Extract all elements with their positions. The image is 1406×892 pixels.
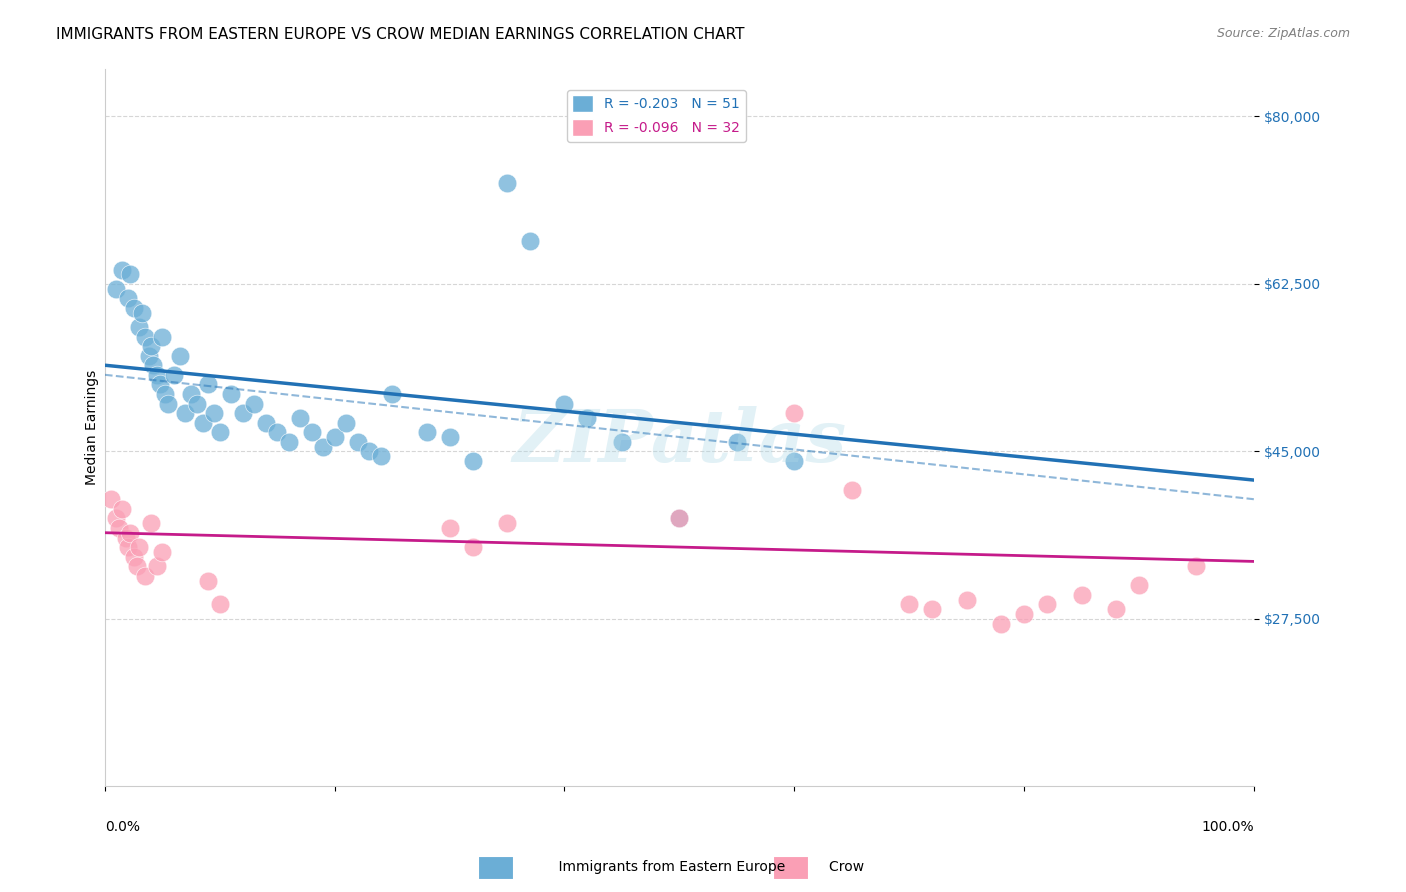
Point [131,305,153,319]
Point [186,396,208,410]
Point [783,454,806,468]
Point [254,416,277,430]
Text: IMMIGRANTS FROM EASTERN EUROPE VS CROW MEDIAN EARNINGS CORRELATION CHART: IMMIGRANTS FROM EASTERN EUROPE VS CROW M… [56,27,745,42]
Point [243,396,266,410]
Text: 100.0%: 100.0% [1201,820,1254,834]
Point [122,301,145,315]
Point [610,434,633,449]
Point [990,616,1012,631]
Point [1070,588,1092,602]
Point [668,511,690,525]
Point [323,430,346,444]
Point [461,540,484,554]
Point [107,521,129,535]
Point [553,396,575,410]
Point [117,291,139,305]
Point [841,483,863,497]
Point [1012,607,1035,621]
Point [496,516,519,530]
Point [439,430,461,444]
Point [1185,559,1208,574]
Point [1105,602,1128,616]
Point [142,358,165,372]
Point [346,434,368,449]
Point [519,234,541,248]
Point [128,320,150,334]
Point [125,559,148,574]
Point [169,349,191,363]
Point [898,598,921,612]
Y-axis label: Median Earnings: Median Earnings [86,370,100,485]
Point [370,449,392,463]
Point [139,339,162,353]
Point [145,368,167,382]
Point [120,525,142,540]
Point [139,516,162,530]
Point [312,440,335,454]
Point [290,410,312,425]
Point [191,416,214,430]
Point [111,262,134,277]
Point [668,511,690,525]
Text: ZIPatlas: ZIPatlas [512,406,846,477]
Point [197,377,219,392]
Point [1036,598,1059,612]
Point [381,387,404,401]
Point [150,545,173,559]
Point [111,501,134,516]
Point [149,377,172,392]
Point [105,511,128,525]
Point [783,406,806,420]
Point [208,598,231,612]
Point [232,406,254,420]
Point [134,329,156,343]
Point [202,406,225,420]
Text: 0.0%: 0.0% [105,820,139,834]
Point [301,425,323,440]
Text: Immigrants from Eastern Europe          Crow: Immigrants from Eastern Europe Crow [541,860,865,874]
Point [150,329,173,343]
Point [576,410,599,425]
Point [180,387,202,401]
Point [105,282,128,296]
Point [117,540,139,554]
Text: Source: ZipAtlas.com: Source: ZipAtlas.com [1216,27,1350,40]
Point [120,268,142,282]
Point [197,574,219,588]
Point [122,549,145,564]
Point [415,425,437,440]
Point [277,434,299,449]
Point [208,425,231,440]
Point [138,349,160,363]
Point [335,416,357,430]
Point [145,559,167,574]
Point [461,454,484,468]
Point [163,368,186,382]
Point [266,425,288,440]
Point [955,592,977,607]
Point [174,406,197,420]
Point [725,434,748,449]
Point [219,387,242,401]
Legend: R = -0.203   N = 51, R = -0.096   N = 32: R = -0.203 N = 51, R = -0.096 N = 32 [567,90,745,142]
Point [114,531,136,545]
Point [359,444,381,458]
Point [1128,578,1150,592]
Point [496,177,519,191]
Point [128,540,150,554]
Point [157,396,180,410]
Point [153,387,176,401]
Point [100,492,122,507]
Point [134,568,156,582]
Point [439,521,461,535]
Point [921,602,943,616]
